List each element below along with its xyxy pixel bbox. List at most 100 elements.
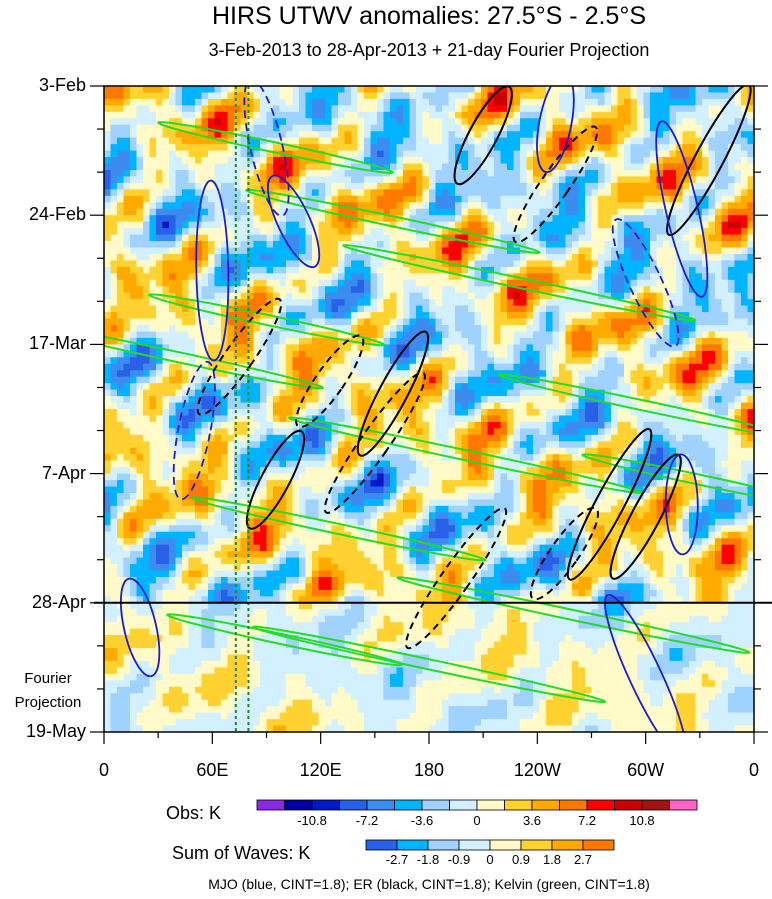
field-cell: [292, 286, 300, 294]
field-cell: [448, 286, 456, 294]
field-cell: [266, 279, 274, 287]
field-cell: [156, 292, 163, 300]
field-cell: [565, 137, 573, 145]
field-cell: [598, 279, 605, 287]
field-cell: [279, 137, 287, 145]
field-cell: [572, 150, 579, 158]
field-cell: [390, 150, 397, 158]
field-cell: [500, 144, 508, 151]
field-cell: [630, 383, 638, 391]
field-cell: [227, 279, 235, 287]
field-cell: [396, 292, 404, 300]
field-cell: [214, 131, 222, 139]
field-cell: [338, 350, 345, 358]
field-cell: [585, 260, 592, 268]
field-cell: [390, 357, 397, 365]
field-cell: [273, 292, 280, 300]
field-cell: [448, 370, 456, 378]
field-cell: [318, 396, 326, 403]
field-cell: [728, 189, 735, 197]
field-cell: [741, 266, 748, 274]
field-cell: [156, 176, 163, 184]
field-cell: [175, 195, 183, 203]
field-cell: [409, 150, 417, 158]
field-cell: [240, 402, 248, 410]
field-cell: [104, 234, 111, 242]
field-cell: [188, 182, 196, 190]
field-cell: [585, 286, 592, 294]
field-cell: [461, 111, 469, 119]
field-cell: [676, 176, 683, 184]
field-cell: [500, 318, 508, 326]
field-cell: [741, 150, 748, 158]
field-cell: [624, 131, 631, 139]
field-cell: [526, 131, 534, 139]
field-cell: [578, 215, 586, 223]
field-cell: [598, 221, 605, 229]
field-cell: [435, 157, 443, 164]
field-cell: [546, 337, 553, 345]
field-cell: [143, 144, 150, 151]
field-cell: [331, 273, 339, 281]
field-cell: [377, 337, 384, 345]
field-cell: [487, 350, 495, 358]
field-cell: [728, 111, 735, 119]
field-cell: [182, 118, 189, 126]
field-cell: [104, 370, 111, 378]
field-cell: [143, 195, 150, 203]
field-cell: [676, 150, 683, 158]
field-cell: [260, 247, 267, 255]
field-cell: [377, 260, 384, 268]
field-cell: [435, 86, 443, 93]
field-cell: [357, 299, 365, 307]
field-cell: [338, 299, 345, 307]
field-cell: [299, 137, 306, 145]
field-cell: [676, 195, 683, 203]
field-cell: [500, 86, 508, 93]
field-cell: [494, 299, 501, 307]
field-cell: [240, 124, 248, 132]
field-cell: [708, 124, 716, 132]
field-cell: [689, 376, 696, 384]
field-cell: [266, 383, 274, 391]
field-cell: [260, 350, 267, 358]
field-cell: [455, 337, 462, 345]
field-cell: [624, 176, 631, 184]
field-cell: [734, 266, 742, 274]
field-cell: [591, 98, 599, 106]
field-cell: [221, 389, 228, 397]
field-cell: [175, 357, 183, 365]
field-cell: [117, 169, 124, 177]
field-cell: [344, 221, 352, 229]
field-cell: [182, 131, 189, 139]
field-cell: [572, 131, 579, 139]
field-cell: [624, 363, 631, 371]
field-cell: [312, 124, 319, 132]
field-cell: [565, 195, 573, 203]
field-cell: [481, 215, 488, 223]
field-cell: [117, 383, 124, 391]
field-cell: [227, 150, 235, 158]
field-cell: [663, 325, 670, 332]
field-cell: [565, 124, 573, 132]
field-cell: [695, 253, 703, 261]
field-cell: [260, 157, 267, 164]
field-cell: [435, 389, 443, 397]
field-cell: [104, 163, 111, 171]
field-cell: [383, 150, 391, 158]
field-cell: [429, 234, 436, 242]
field-cell: [572, 215, 579, 223]
field-cell: [266, 111, 274, 119]
field-cell: [312, 266, 319, 274]
field-cell: [455, 137, 462, 145]
field-cell: [624, 208, 631, 216]
field-cell: [156, 208, 163, 216]
field-cell: [617, 157, 625, 164]
field-cell: [208, 325, 215, 332]
field-cell: [338, 389, 345, 397]
field-cell: [468, 260, 475, 268]
field-cell: [702, 325, 709, 332]
field-cell: [247, 234, 254, 242]
field-cell: [611, 363, 618, 371]
